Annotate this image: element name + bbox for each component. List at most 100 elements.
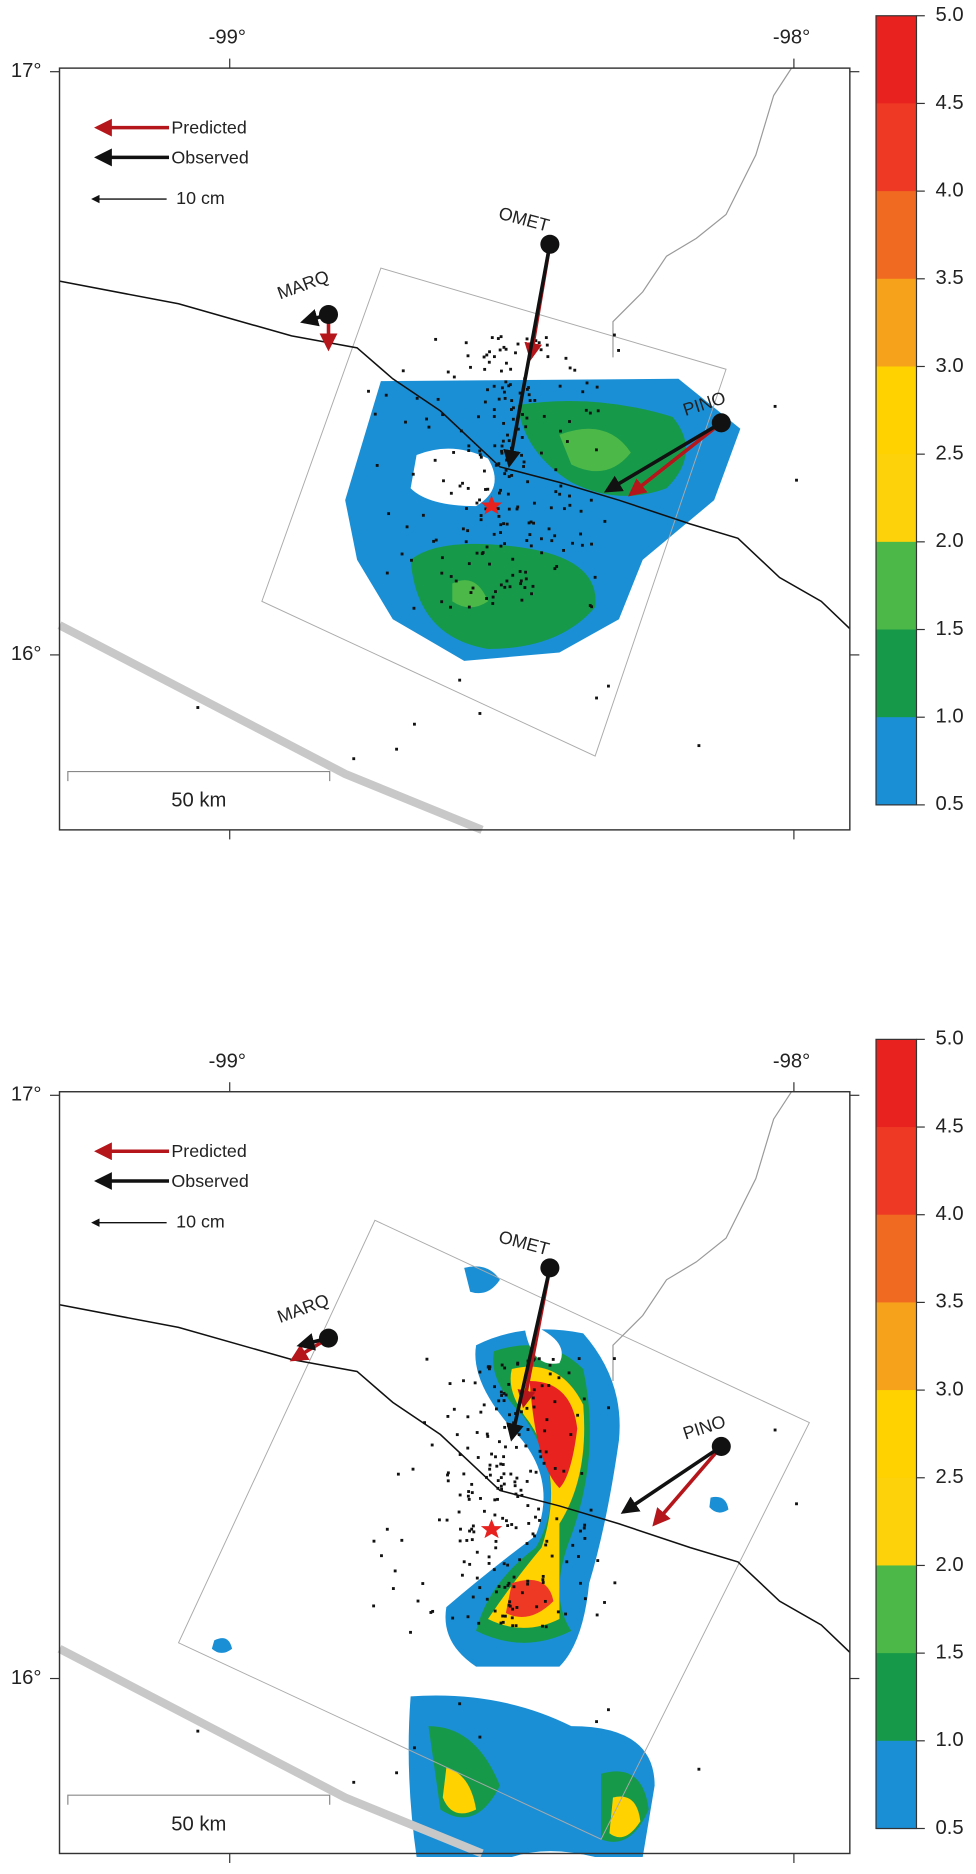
colorbar-label: 2.0 bbox=[936, 1554, 964, 1576]
aftershock bbox=[532, 1405, 536, 1409]
aftershock bbox=[421, 1582, 425, 1585]
aftershock bbox=[502, 1482, 506, 1486]
aftershock bbox=[501, 439, 505, 443]
aftershock bbox=[500, 1394, 503, 1397]
aftershock bbox=[488, 350, 491, 354]
colorbar-segment bbox=[876, 103, 917, 192]
aftershock bbox=[440, 556, 444, 560]
aftershock bbox=[485, 1597, 489, 1601]
aftershock bbox=[479, 514, 483, 517]
aftershock bbox=[500, 1487, 503, 1491]
station bbox=[318, 304, 339, 325]
epicenter-star bbox=[480, 1519, 503, 1539]
aftershock bbox=[526, 1582, 530, 1586]
aftershock bbox=[553, 1467, 557, 1470]
aftershock bbox=[516, 1361, 520, 1365]
aftershock bbox=[525, 1406, 529, 1410]
aftershock bbox=[461, 481, 464, 485]
aftershock bbox=[532, 1357, 536, 1361]
aftershock bbox=[505, 579, 509, 583]
aftershock bbox=[501, 1620, 505, 1624]
aftershock bbox=[498, 348, 502, 352]
lat-label: 17° bbox=[11, 60, 42, 82]
aftershock bbox=[483, 1509, 486, 1513]
aftershock bbox=[526, 480, 530, 484]
colorbar-label: 3.5 bbox=[936, 267, 964, 289]
aftershock bbox=[372, 1539, 376, 1543]
aftershock bbox=[479, 518, 483, 522]
aftershock bbox=[449, 575, 453, 578]
aftershock bbox=[476, 1456, 480, 1459]
aftershock bbox=[507, 475, 511, 479]
aftershock bbox=[503, 396, 507, 400]
aftershock bbox=[352, 757, 356, 761]
aftershock bbox=[530, 592, 533, 596]
colorbar-label: 2.5 bbox=[936, 443, 964, 465]
aftershock bbox=[500, 444, 504, 448]
aftershock bbox=[607, 1406, 610, 1410]
aftershock bbox=[512, 1585, 516, 1589]
aftershock bbox=[470, 1527, 474, 1531]
aftershock bbox=[500, 451, 504, 455]
aftershock bbox=[503, 1585, 507, 1589]
aftershock bbox=[412, 606, 416, 610]
colorbar-segment bbox=[876, 15, 917, 105]
colorbar-segment bbox=[876, 717, 917, 806]
aftershock bbox=[473, 1381, 477, 1385]
aftershock bbox=[559, 484, 563, 488]
colorbar-frame bbox=[875, 1038, 918, 1830]
trench bbox=[57, 1645, 484, 1858]
aftershock bbox=[525, 337, 529, 341]
aftershock bbox=[527, 386, 530, 390]
aftershock bbox=[467, 444, 471, 448]
aftershock bbox=[448, 1382, 452, 1386]
station bbox=[318, 1328, 339, 1348]
aftershock bbox=[540, 537, 543, 541]
aftershock bbox=[493, 1513, 497, 1517]
aftershock bbox=[513, 1480, 517, 1484]
aftershock bbox=[396, 1472, 400, 1476]
coastline bbox=[59, 1304, 851, 1653]
lon-label: -98° bbox=[773, 1050, 810, 1072]
aftershock bbox=[432, 539, 436, 543]
aftershock bbox=[509, 1472, 513, 1476]
aftershock bbox=[496, 1486, 500, 1490]
colorbar-label: 1.0 bbox=[936, 706, 964, 728]
colorbar-segment bbox=[876, 1653, 917, 1742]
aftershock bbox=[518, 391, 522, 395]
aftershock bbox=[446, 1473, 449, 1477]
aftershock bbox=[434, 337, 438, 341]
aftershock bbox=[468, 1562, 472, 1566]
aftershock bbox=[537, 1507, 541, 1511]
station bbox=[711, 413, 731, 433]
aftershock bbox=[503, 1425, 507, 1429]
aftershock bbox=[525, 416, 529, 420]
aftershock bbox=[440, 600, 444, 604]
colorbar-label: 4.5 bbox=[936, 1115, 964, 1137]
aftershock bbox=[596, 409, 600, 413]
aftershock bbox=[455, 1433, 459, 1437]
lon-label: -99° bbox=[209, 1050, 246, 1072]
aftershock bbox=[494, 463, 498, 467]
aftershock bbox=[521, 413, 524, 416]
aftershock bbox=[196, 1729, 200, 1733]
aftershock bbox=[569, 1433, 573, 1436]
aftershock bbox=[583, 1523, 587, 1527]
map-frame bbox=[58, 1091, 851, 1855]
aftershock bbox=[528, 533, 532, 537]
aftershock bbox=[467, 449, 471, 452]
aftershock bbox=[577, 1357, 581, 1361]
colorbar-segment bbox=[876, 278, 917, 368]
aftershock bbox=[528, 399, 532, 402]
colorbar-label: 2.0 bbox=[936, 530, 964, 552]
colorbar-segment bbox=[876, 541, 917, 631]
aftershock bbox=[413, 722, 416, 726]
aftershock bbox=[488, 1473, 492, 1477]
aftershock bbox=[385, 571, 389, 575]
colorbar-label: 5.0 bbox=[936, 1028, 964, 1050]
aftershock bbox=[405, 525, 409, 529]
aftershock bbox=[400, 552, 404, 556]
aftershock bbox=[513, 1484, 517, 1488]
aftershock bbox=[415, 396, 419, 400]
